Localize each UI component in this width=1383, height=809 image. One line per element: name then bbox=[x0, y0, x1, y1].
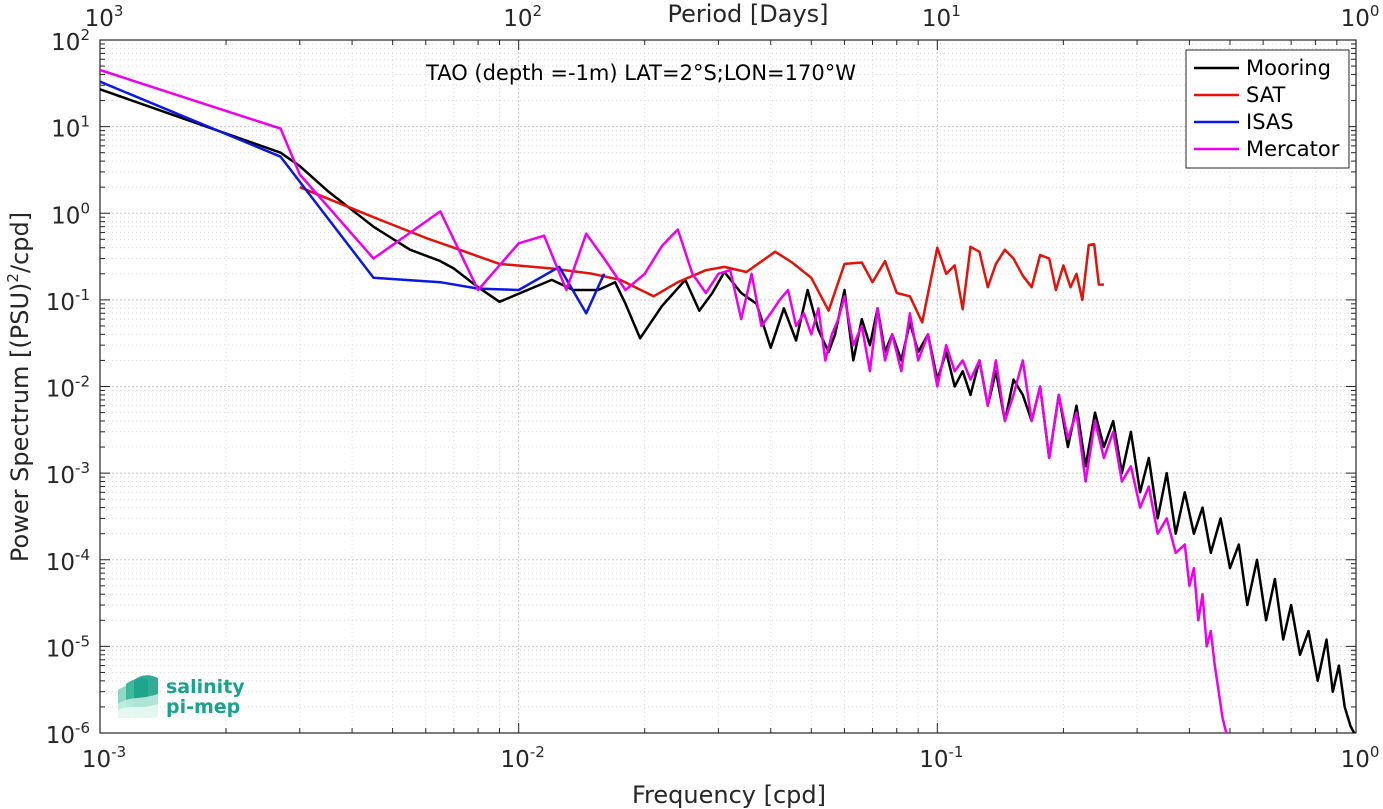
x-tick-label: 10-2 bbox=[501, 743, 545, 773]
legend-label-isas: ISAS bbox=[1246, 110, 1294, 134]
y-tick-label: 102 bbox=[51, 26, 90, 56]
y-tick-label-base: 10 bbox=[46, 290, 75, 316]
logo-text-line2: pi-mep bbox=[166, 696, 240, 718]
y-tick-label-exponent: -4 bbox=[75, 546, 90, 564]
legend-label-mercator: Mercator bbox=[1246, 137, 1340, 161]
y-tick-label: 10-5 bbox=[46, 632, 90, 662]
y-tick-label-exponent: -2 bbox=[75, 373, 90, 391]
y-tick-label: 101 bbox=[51, 113, 90, 143]
x-tick-label: 10-3 bbox=[82, 743, 126, 773]
x-tick-label-exponent: 0 bbox=[1370, 743, 1380, 761]
y-tick-label-exponent: 0 bbox=[80, 199, 90, 217]
y-tick-label-base: 10 bbox=[46, 463, 75, 489]
top-tick-label-base: 10 bbox=[922, 6, 951, 32]
y-tick-label: 10-2 bbox=[46, 373, 90, 403]
x-tick-label: 10-1 bbox=[919, 743, 963, 773]
x-tick-label-base: 10 bbox=[501, 747, 530, 773]
legend-label-sat: SAT bbox=[1246, 83, 1285, 107]
y-tick-label-exponent: 2 bbox=[80, 26, 90, 44]
top-axis-label: Period [Days] bbox=[667, 0, 828, 28]
y-axis-label-part: /cpd] bbox=[6, 212, 34, 273]
legend-label-mooring: Mooring bbox=[1246, 56, 1331, 80]
y-tick-label: 100 bbox=[51, 199, 90, 229]
top-tick-label: 100 bbox=[1341, 2, 1380, 32]
y-tick-label-base: 10 bbox=[51, 30, 80, 56]
series-line-mooring bbox=[100, 88, 1356, 733]
y-tick-label-base: 10 bbox=[46, 636, 75, 662]
x-axis-label: Frequency [cpd] bbox=[632, 781, 826, 809]
logo-text-line1: salinity bbox=[166, 676, 245, 698]
top-tick-label-base: 10 bbox=[1341, 6, 1370, 32]
x-tick-label-exponent: -3 bbox=[111, 743, 126, 761]
salinity-pi-mep-logo: salinity pi-mep bbox=[118, 675, 245, 718]
axis-ticks bbox=[99, 39, 1357, 734]
x-tick-label-exponent: -1 bbox=[948, 743, 963, 761]
y-tick-label-exponent: -6 bbox=[75, 719, 90, 737]
top-tick-label-exponent: 0 bbox=[1370, 2, 1380, 20]
top-tick-label-base: 10 bbox=[85, 6, 114, 32]
y-axis-label-part: Power Spectrum [(PSU) bbox=[6, 283, 34, 562]
y-tick-label-base: 10 bbox=[46, 377, 75, 403]
top-tick-label: 102 bbox=[503, 2, 542, 32]
top-tick-label-exponent: 1 bbox=[951, 2, 961, 20]
y-tick-label: 10-4 bbox=[46, 546, 90, 576]
legend: Mooring SAT ISAS Mercator bbox=[1185, 49, 1350, 169]
y-tick-label: 10-6 bbox=[46, 719, 90, 749]
chart-title: TAO (depth =-1m) LAT=2°S;LON=170°W bbox=[425, 61, 856, 85]
series-line-sat bbox=[299, 186, 1104, 324]
y-tick-label-base: 10 bbox=[51, 203, 80, 229]
top-tick-label: 101 bbox=[922, 2, 961, 32]
y-tick-label-base: 10 bbox=[46, 550, 75, 576]
y-tick-label-exponent: 1 bbox=[80, 113, 90, 131]
y-tick-label: 10-1 bbox=[46, 286, 90, 316]
y-tick-label: 10-3 bbox=[46, 459, 90, 489]
y-axis-label-exponent: 2 bbox=[4, 273, 22, 283]
top-tick-label-base: 10 bbox=[503, 6, 532, 32]
y-tick-label-exponent: -1 bbox=[75, 286, 90, 304]
x-tick-label-base: 10 bbox=[82, 747, 111, 773]
y-axis-label: Power Spectrum [(PSU)2/cpd] bbox=[4, 212, 34, 562]
x-tick-label-exponent: -2 bbox=[530, 743, 545, 761]
y-tick-label-exponent: -5 bbox=[75, 632, 90, 650]
logo-mark-icon bbox=[118, 675, 158, 718]
x-tick-label-base: 10 bbox=[919, 747, 948, 773]
y-tick-label-base: 10 bbox=[46, 723, 75, 749]
top-tick-label: 103 bbox=[85, 2, 124, 32]
y-tick-label-exponent: -3 bbox=[75, 459, 90, 477]
x-tick-label-base: 10 bbox=[1341, 747, 1370, 773]
x-tick-label: 100 bbox=[1341, 743, 1380, 773]
grid-lines bbox=[99, 39, 1357, 734]
top-tick-label-exponent: 3 bbox=[114, 2, 124, 20]
series-line-mercator bbox=[100, 68, 1228, 733]
series-lines bbox=[100, 68, 1356, 733]
y-tick-label-base: 10 bbox=[51, 117, 80, 143]
top-tick-label-exponent: 2 bbox=[533, 2, 543, 20]
